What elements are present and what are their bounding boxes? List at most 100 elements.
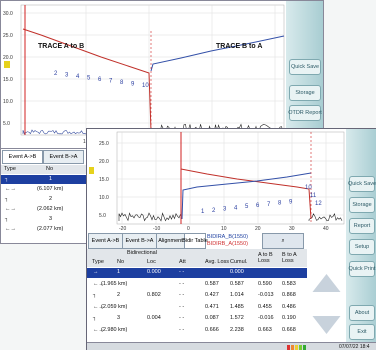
type-icon: →: [93, 269, 99, 275]
sidebar-button[interactable]: Exit: [349, 324, 375, 340]
table-cell: 1.014: [230, 292, 244, 298]
table-cell: 2: [117, 292, 121, 298]
column-header: Loc: [147, 259, 156, 265]
tab[interactable]: Event B->A: [122, 233, 157, 249]
type-icon: ┐: [93, 315, 97, 321]
type-icon: ←→: [5, 206, 16, 212]
table-cell: 0.087: [205, 315, 219, 321]
search-button[interactable]: ⌕: [262, 233, 304, 249]
back-chart: 30.025.020.015.010.05.010203040TRACE A t…: [3, 4, 285, 145]
event-number: 5: [87, 76, 91, 82]
event-number: 3: [65, 73, 69, 79]
event-number: 12: [315, 201, 322, 207]
sidebar-button[interactable]: Storage: [289, 85, 321, 101]
table-cell: 0.486: [282, 303, 296, 310]
event-number: 8: [120, 80, 124, 86]
event-number: 7: [267, 202, 271, 208]
table-cell: 2.238: [230, 326, 244, 333]
event-number: 4: [76, 74, 80, 80]
table-cell: 1.572: [230, 315, 244, 321]
back-sidebar: Quick Save Storage OTDR Report: [286, 1, 323, 149]
scroll-up[interactable]: [312, 274, 341, 292]
table-cell: 0.455: [258, 303, 272, 310]
table-cell: - -: [179, 303, 185, 310]
selected-row: [1, 175, 87, 184]
column-header: Att: [179, 259, 186, 265]
table-cell: (2.980 km): [101, 326, 128, 333]
column-header: Type: [4, 166, 16, 172]
battery-bar: [303, 345, 306, 350]
type-icon: ←→: [93, 303, 104, 310]
type-icon: ←→: [5, 186, 16, 192]
event-number: 10: [305, 185, 312, 191]
sidebar-button[interactable]: Quick Save: [289, 59, 321, 75]
tab[interactable]: Event B->A: [43, 150, 84, 164]
event-number: 4: [234, 205, 238, 211]
column-header: B to A Loss: [282, 252, 297, 264]
x-tick-label: 30: [289, 226, 295, 231]
row-cell: (2.077 km): [37, 226, 64, 232]
x-tick-label: 10: [83, 139, 89, 145]
table-cell: 0.000: [230, 269, 244, 275]
file-label: BIDIRA_B(1550): [207, 234, 248, 240]
tab[interactable]: Bidir Table: [182, 233, 208, 249]
row-cell: (6.107 km): [37, 186, 64, 192]
table-cell: 0.190: [282, 315, 296, 321]
status-bar: 07/07/22 18:4: [87, 342, 376, 350]
marker: [4, 61, 10, 68]
sidebar-button[interactable]: About: [349, 305, 375, 321]
sidebar-button[interactable]: Storage: [349, 197, 375, 213]
group-header: Bidirectional: [127, 250, 157, 256]
y-tick-label: 5.0: [3, 121, 10, 127]
row-cell: (2.062 km): [37, 206, 64, 212]
table-cell: 0.590: [258, 280, 272, 287]
sidebar-button[interactable]: Setup: [349, 239, 375, 255]
battery-bar: [291, 345, 294, 350]
scroll-down[interactable]: [312, 316, 341, 334]
event-number: 3: [223, 207, 227, 213]
y-tick-label: 25.0: [3, 33, 13, 39]
table-cell: - -: [179, 269, 185, 275]
table-cell: 0.668: [282, 326, 296, 333]
sidebar-button[interactable]: Quick Save: [348, 176, 376, 192]
y-tick-label: 5.0: [99, 213, 106, 219]
trace-label: TRACE B to A: [216, 43, 262, 50]
column-header: Type: [92, 259, 104, 265]
table-cell: - -: [179, 280, 185, 287]
x-tick-label: 10: [221, 226, 227, 231]
event-number: 2: [212, 208, 216, 214]
event-panel: Event A->B Event B->A Type No ┐ 1 ←→ (6.107 km)…: [0, 148, 88, 244]
row-cell: 1: [49, 176, 53, 182]
trace-b-to-a: [181, 172, 312, 220]
table-cell: 3: [117, 315, 121, 321]
column-header: A to B Loss: [258, 252, 273, 264]
table-cell: (1.965 km): [101, 280, 128, 287]
tab[interactable]: Event A->B: [2, 150, 43, 164]
type-icon: ←→: [93, 326, 104, 333]
x-tick-label: 0: [187, 226, 190, 231]
event-table: Event A->B Event B->A Alignment Bidir Table…: [87, 232, 346, 342]
tab[interactable]: Alignment: [156, 233, 185, 249]
tab[interactable]: Event A->B: [88, 233, 123, 249]
table-cell: - -: [179, 292, 185, 298]
table-cell: 0.587: [205, 280, 219, 287]
type-icon: ←→: [93, 280, 104, 287]
type-icon: ┐: [5, 216, 9, 222]
y-tick-label: 30.0: [3, 11, 13, 17]
sidebar-button[interactable]: Report: [349, 218, 375, 234]
table-cell: 0.868: [282, 292, 296, 298]
table-cell: 0.802: [147, 292, 161, 298]
type-icon: ┐: [5, 196, 9, 202]
front-window: 25.0 20.0 15.0 10.0 5.0 -20 -10 0 10 20 30 40 1 2 3 4 5 6…: [86, 128, 376, 350]
table-cell: 1: [117, 269, 121, 275]
marker: [89, 167, 94, 174]
x-tick-label: 20: [255, 226, 261, 231]
y-tick-label: 15.0: [99, 177, 109, 183]
sidebar-button[interactable]: OTDR Report: [288, 105, 322, 121]
table-cell: 0.666: [205, 326, 219, 333]
table-cell: 0.583: [282, 280, 296, 287]
table-cell: (2.059 km): [101, 303, 128, 310]
noise-trace: [118, 212, 181, 222]
sidebar-button[interactable]: Quick Print: [349, 261, 375, 277]
